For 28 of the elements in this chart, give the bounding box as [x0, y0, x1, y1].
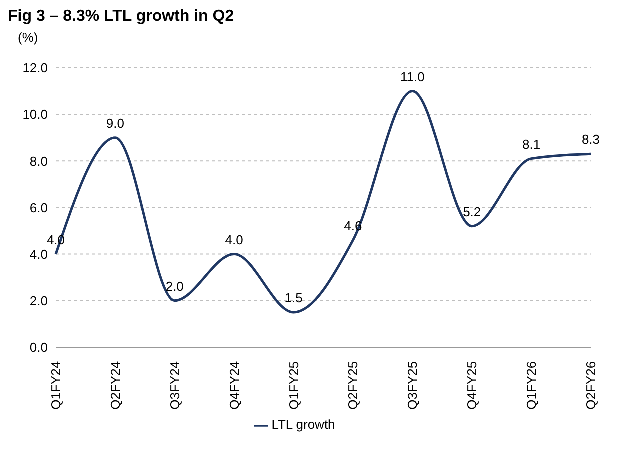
y-tick-label: 0.0	[30, 340, 48, 356]
data-label: 11.0	[400, 69, 425, 84]
y-tick-label: 2.0	[30, 293, 48, 308]
x-tick-label: Q4FY24	[226, 361, 242, 410]
y-axis-title: (%)	[18, 30, 38, 45]
x-tick-label: Q3FY25	[405, 361, 420, 410]
x-tick-label: Q3FY24	[167, 361, 182, 410]
data-label: 4.0	[225, 232, 244, 248]
x-tick-label: Q1FY26	[524, 361, 540, 410]
y-tick-label: 12.0	[22, 60, 48, 76]
data-label: 9.0	[106, 116, 124, 131]
data-label: 8.1	[522, 136, 541, 152]
x-tick-label: Q1FY25	[286, 361, 302, 410]
data-label: 5.2	[463, 204, 482, 220]
data-label: 8.3	[582, 132, 600, 148]
y-tick-label: 10.0	[22, 107, 48, 122]
data-label: 2.0	[166, 278, 184, 294]
x-tick-label: Q4FY25	[464, 361, 480, 410]
legend-label: LTL growth	[272, 417, 336, 432]
y-tick-label: 4.0	[30, 246, 48, 262]
y-tick-label: 8.0	[30, 154, 48, 169]
chart-title: Fig 3 – 8.3% LTL growth in Q2	[8, 8, 236, 27]
x-tick-label: Q2FY25	[346, 361, 361, 410]
x-tick-label: Q2FY26	[584, 361, 598, 410]
x-tick-label: Q1FY24	[48, 361, 64, 410]
x-tick-label: Q2FY24	[108, 361, 123, 410]
y-tick-label: 6.0	[30, 200, 48, 216]
data-label: 1.5	[284, 290, 303, 306]
